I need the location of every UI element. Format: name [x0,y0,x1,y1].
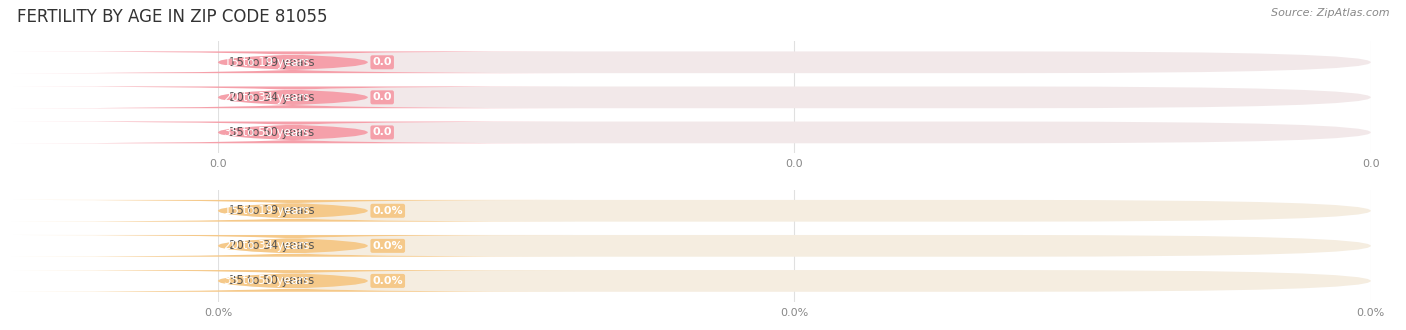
FancyBboxPatch shape [10,235,575,257]
FancyBboxPatch shape [10,270,575,292]
FancyBboxPatch shape [218,51,1371,73]
Text: FERTILITY BY AGE IN ZIP CODE 81055: FERTILITY BY AGE IN ZIP CODE 81055 [17,8,328,26]
FancyBboxPatch shape [218,270,1371,292]
Text: 0.0: 0.0 [373,57,392,67]
Text: 20 to 34 years: 20 to 34 years [229,239,315,252]
Text: 35 to 50 years: 35 to 50 years [224,275,309,287]
Text: 0.0%: 0.0% [373,206,404,216]
FancyBboxPatch shape [218,121,1371,143]
Text: 0.0: 0.0 [373,127,392,137]
Text: 15 to 19 years: 15 to 19 years [224,204,309,217]
Text: 15 to 19 years: 15 to 19 years [229,204,315,217]
FancyBboxPatch shape [218,86,1371,108]
Text: 20 to 34 years: 20 to 34 years [224,91,309,104]
Text: Source: ZipAtlas.com: Source: ZipAtlas.com [1271,8,1389,18]
Text: 15 to 19 years: 15 to 19 years [224,56,309,69]
FancyBboxPatch shape [10,200,575,222]
Text: 0.0%: 0.0% [373,241,404,251]
Text: 20 to 34 years: 20 to 34 years [224,239,309,252]
FancyBboxPatch shape [10,121,575,143]
Text: 35 to 50 years: 35 to 50 years [224,126,309,139]
FancyBboxPatch shape [10,51,575,73]
Text: 35 to 50 years: 35 to 50 years [229,126,315,139]
Text: 35 to 50 years: 35 to 50 years [229,275,315,287]
Text: 15 to 19 years: 15 to 19 years [229,56,315,69]
Text: 0.0%: 0.0% [373,276,404,286]
Text: 20 to 34 years: 20 to 34 years [229,91,315,104]
FancyBboxPatch shape [218,200,1371,222]
FancyBboxPatch shape [218,235,1371,257]
Text: 0.0: 0.0 [373,92,392,102]
FancyBboxPatch shape [10,86,575,108]
